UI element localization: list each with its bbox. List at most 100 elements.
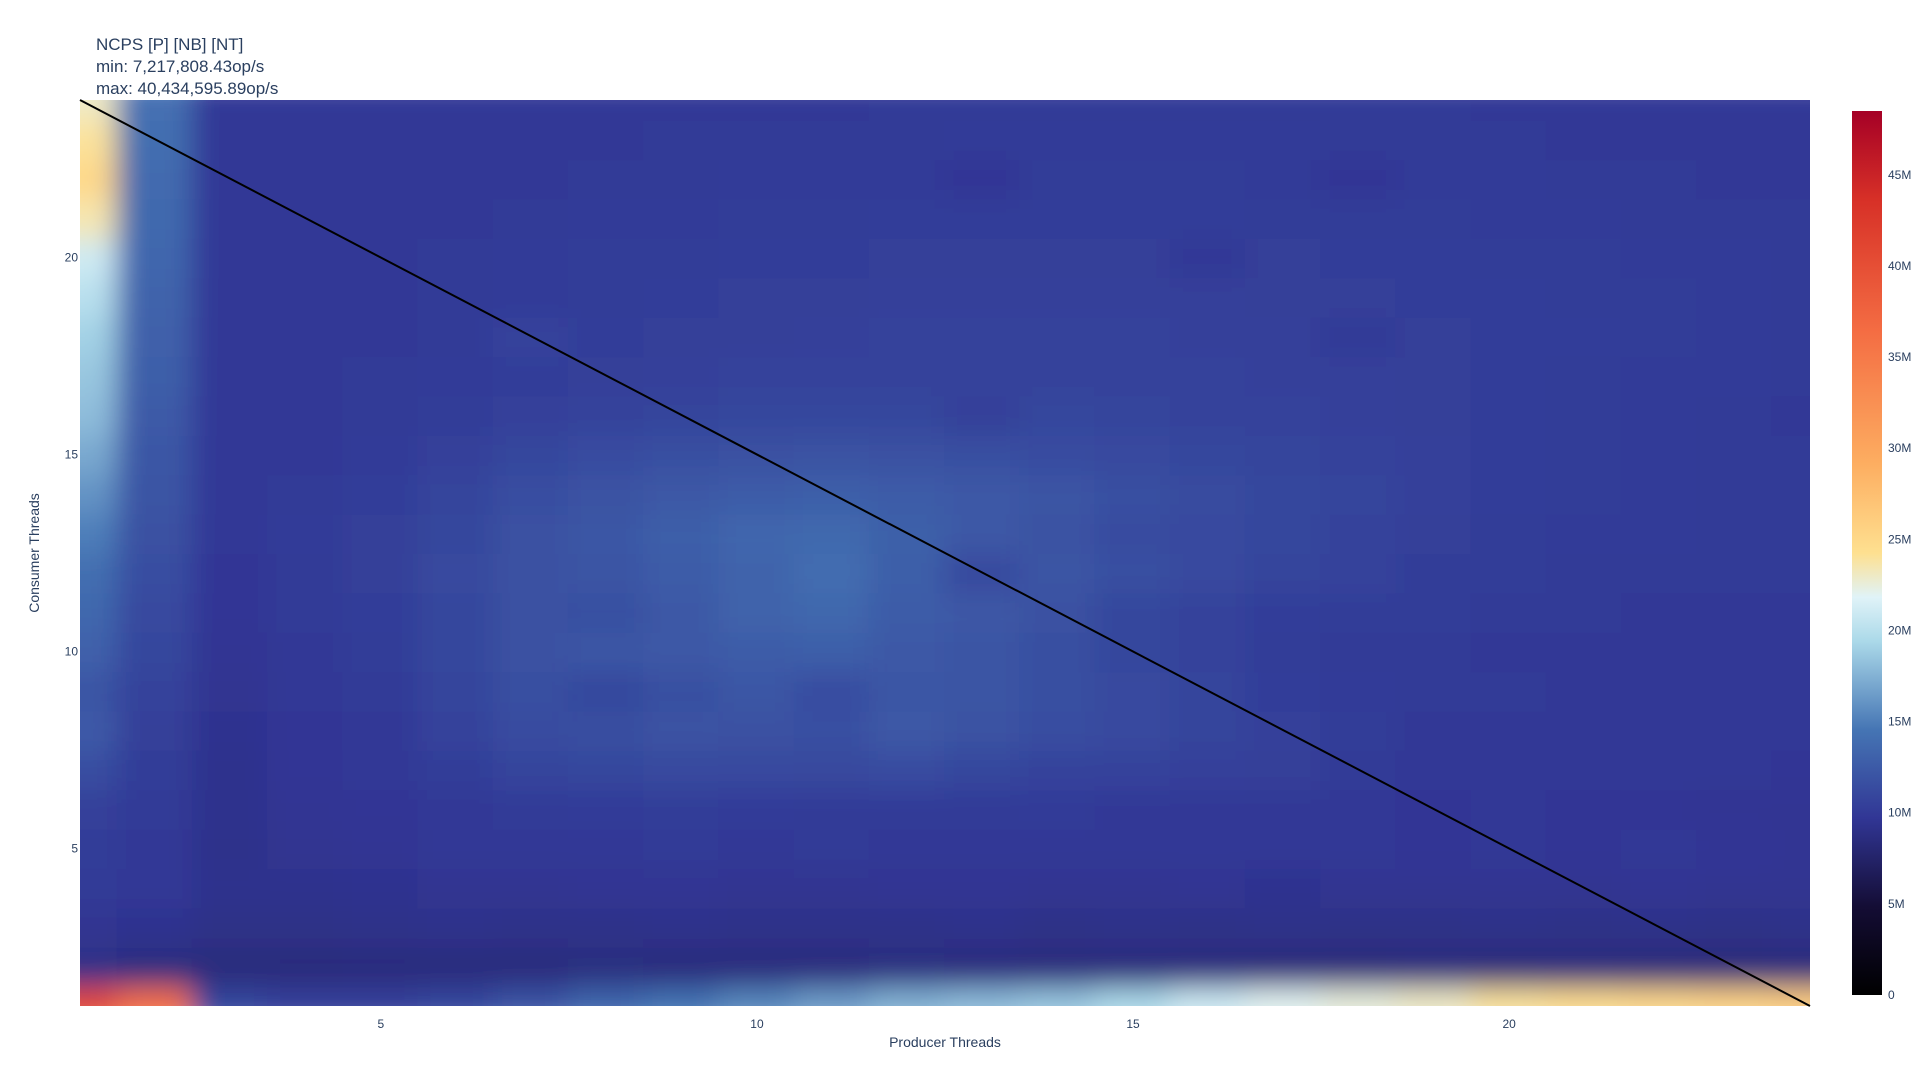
heatmap-cell (1169, 709, 1247, 751)
heatmap-cell (1169, 118, 1247, 161)
heatmap-cell (944, 236, 1022, 279)
y-tick-label: 10 (65, 644, 79, 658)
heatmap-cell (793, 709, 871, 751)
heatmap-cell (567, 100, 646, 121)
heatmap-cell (492, 100, 570, 121)
heatmap-cell (567, 473, 646, 515)
heatmap-cell (1395, 197, 1473, 239)
heatmap-cell (1244, 512, 1323, 554)
heatmap-cell (793, 158, 871, 200)
heatmap-cell (1696, 118, 1774, 161)
heatmap-cell (1169, 355, 1247, 397)
heatmap-cell (643, 670, 721, 712)
heatmap-cell (793, 630, 871, 673)
heatmap-cell (116, 197, 194, 239)
heatmap-cell (793, 591, 871, 633)
heatmap-cell (1244, 945, 1323, 988)
heatmap-cell (793, 236, 871, 279)
heatmap-cell (1771, 906, 1810, 948)
heatmap-cell (643, 473, 721, 515)
heatmap-cell (342, 630, 420, 673)
heatmap-cell (116, 788, 194, 830)
heatmap-cell (1696, 985, 1774, 1006)
heatmap-cell (1771, 315, 1810, 358)
heatmap-cell (1169, 591, 1247, 633)
heatmap-cell (718, 709, 796, 751)
heatmap-cell (267, 512, 345, 554)
heatmap-cell (1771, 827, 1810, 870)
heatmap-cell (1019, 512, 1097, 554)
heatmap-cell (116, 512, 194, 554)
x-tick-label: 5 (378, 1017, 385, 1031)
heatmap-cell (1696, 394, 1774, 436)
heatmap-cell (643, 709, 721, 751)
heatmap-cell (1169, 197, 1247, 239)
heatmap-cell (342, 591, 420, 633)
heatmap-cell (793, 315, 871, 358)
heatmap-cell (1320, 945, 1398, 988)
heatmap-cell (1395, 670, 1473, 712)
heatmap-cell (1620, 827, 1699, 870)
heatmap-cell (342, 709, 420, 751)
heatmap-cell (492, 433, 570, 476)
heatmap-cell (718, 355, 796, 397)
heatmap-cell (1696, 591, 1774, 633)
heatmap-cell (267, 158, 345, 200)
heatmap-cell (1545, 985, 1623, 1006)
heatmap-cell (944, 158, 1022, 200)
heatmap-cell (944, 670, 1022, 712)
heatmap-cell (1470, 473, 1548, 515)
heatmap-cell (191, 748, 270, 791)
heatmap-cell (191, 985, 270, 1006)
heatmap-cell (1094, 985, 1172, 1006)
heatmap-cell (1019, 276, 1097, 318)
heatmap-cell (116, 355, 194, 397)
heatmap-cell (1169, 100, 1247, 121)
heatmap-cell (643, 100, 721, 121)
heatmap-cell (1696, 748, 1774, 791)
heatmap-cell (80, 670, 119, 712)
heatmap-cell (1696, 906, 1774, 948)
heatmap-cell (1545, 197, 1623, 239)
heatmap-cell (1019, 827, 1097, 870)
heatmap-cell (944, 433, 1022, 476)
heatmap-cell (1470, 197, 1548, 239)
heatmap-cell (492, 748, 570, 791)
heatmap-cell (1545, 630, 1623, 673)
heatmap-cell (1395, 552, 1473, 594)
heatmap-cell (868, 906, 946, 948)
heatmap-cell (1470, 100, 1548, 121)
heatmap-cell (1019, 394, 1097, 436)
heatmap-cell (1395, 867, 1473, 909)
heatmap-cell (643, 788, 721, 830)
heatmap-cell (267, 945, 345, 988)
heatmap-cell (567, 867, 646, 909)
heatmap-cell (1395, 158, 1473, 200)
heatmap-cell (267, 748, 345, 791)
heatmap-cell (1696, 433, 1774, 476)
heatmap-cell (191, 236, 270, 279)
heatmap-cell (1545, 158, 1623, 200)
heatmap-cell (1620, 748, 1699, 791)
heatmap-cell (1169, 748, 1247, 791)
x-tick-label: 15 (1126, 1017, 1140, 1031)
heatmap-cell (1320, 552, 1398, 594)
heatmap-cell (718, 552, 796, 594)
heatmap-cell (1244, 100, 1323, 121)
colorbar-tick-label: 40M (1888, 259, 1911, 273)
heatmap-cell (1320, 236, 1398, 279)
heatmap-cell (1320, 985, 1398, 1006)
heatmap-cell (191, 591, 270, 633)
heatmap-cell (1019, 906, 1097, 948)
y-axis-ticks: 5 10 15 20 (65, 251, 79, 856)
heatmap-cell (1470, 118, 1548, 161)
heatmap-cell (1470, 906, 1548, 948)
heatmap-cell (342, 433, 420, 476)
heatmap-cell (492, 394, 570, 436)
heatmap-cell (567, 512, 646, 554)
heatmap-cell (567, 591, 646, 633)
heatmap-cell (80, 355, 119, 397)
heatmap-cell (1169, 788, 1247, 830)
heatmap-cell (1771, 945, 1810, 988)
heatmap-cell (793, 748, 871, 791)
